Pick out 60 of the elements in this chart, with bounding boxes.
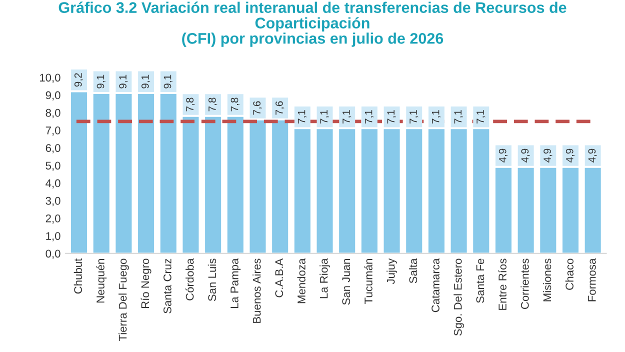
x-tick-label: Buenos Aires: [252, 258, 261, 323]
data-label: 7,1: [410, 110, 418, 124]
x-tick-label: Neuquén: [96, 259, 107, 302]
y-tick-label: 5,0: [46, 162, 60, 171]
x-tick-label: Chubut: [74, 258, 82, 294]
y-tick-label: 8,0: [46, 108, 60, 118]
x-tick-label: Tierra Del Fuego: [118, 258, 129, 341]
x-tick-label: C.A.B.A: [275, 258, 284, 298]
data-label: 9,1: [164, 74, 172, 88]
x-tick-label: La Rioja: [320, 258, 330, 298]
data-label: 7,1: [476, 110, 486, 124]
data-label: 7,1: [454, 110, 463, 124]
y-tick-label: 3,0: [46, 196, 60, 206]
data-label: 7,6: [276, 101, 284, 115]
data-label: 9,2: [74, 73, 84, 87]
x-tick-label: Tucumán: [364, 259, 372, 304]
y-tick-label: 7,0: [46, 126, 60, 136]
x-tick-label: La Pampa: [230, 258, 241, 308]
x-tick-label: Entre Ríos: [498, 258, 506, 310]
data-label: 7,8: [208, 98, 218, 112]
x-tick-label: Jujuy: [386, 258, 397, 284]
y-tick-label: 6,0: [46, 144, 60, 154]
x-tick-label: Sgo. Del Estero: [454, 258, 464, 336]
x-tick-label: Río Negro: [140, 258, 152, 308]
y-tick-label: 0,0: [46, 250, 60, 259]
x-tick-label: Salta: [408, 258, 418, 284]
data-label: 7,8: [230, 98, 240, 112]
data-label: 7,8: [186, 98, 195, 112]
x-tick-label: Córdoba: [185, 258, 194, 300]
chart-title: Gráfico 3.2 Variación real interanual de transferencias de Recursos de Coparticipación (CFI) por provincias en julio de 2026: [58, 2, 566, 47]
data-label: 4,9: [498, 148, 508, 163]
x-tick-label: San Luis: [208, 258, 216, 302]
y-tick-label: 2,0: [46, 214, 60, 224]
x-tick-label: Catamarca: [432, 258, 440, 312]
data-label: 7,1: [320, 110, 329, 124]
x-tick-label: Mendoza: [297, 258, 306, 304]
x-tick-label: San Juan: [342, 259, 350, 305]
data-label: 7,1: [342, 110, 352, 124]
data-label: 4,9: [566, 148, 575, 163]
x-tick-label: Santa Cruz: [164, 258, 172, 314]
x-tick-label: Misiones: [542, 258, 552, 302]
data-label: 7,6: [253, 101, 262, 115]
data-label: 4,9: [521, 148, 530, 163]
x-tick-label: Formosa: [588, 258, 596, 302]
data-label: 9,1: [96, 74, 106, 88]
x-tick-label: Corrientes: [520, 258, 529, 309]
data-label: 7,1: [364, 110, 374, 124]
y-tick-label: 9,0: [46, 91, 60, 100]
y-tick-label: 4,0: [46, 179, 60, 188]
y-tick-label: 10,0: [40, 74, 60, 83]
data-label: 7,1: [298, 110, 306, 124]
data-label: 4,9: [588, 148, 597, 163]
y-tick-label: 1,0: [46, 232, 60, 242]
data-label: 4,9: [544, 148, 552, 163]
x-tick-label: Santa Fe: [476, 258, 484, 303]
data-label: 7,1: [387, 110, 396, 124]
data-label: 9,1: [119, 74, 128, 88]
data-label: 7,1: [432, 110, 440, 124]
data-label: 9,1: [141, 74, 150, 88]
x-tick-label: Chaco: [565, 258, 574, 290]
